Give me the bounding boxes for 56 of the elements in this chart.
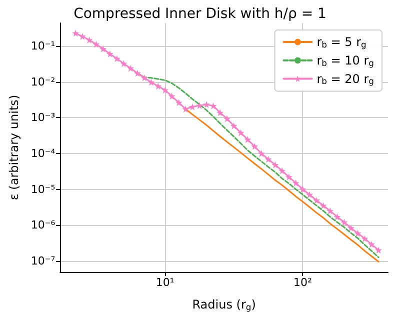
point (264, 156, 272, 163)
point (361, 235, 368, 242)
legend-label: rb = 20 rg (316, 72, 374, 86)
point (313, 196, 320, 204)
point (92, 40, 100, 48)
x-tick-label: 10¹ (156, 276, 174, 289)
point (216, 109, 224, 116)
point (375, 246, 382, 254)
point (86, 36, 93, 44)
point (334, 213, 341, 220)
point (292, 179, 300, 186)
point (162, 86, 169, 94)
point (326, 207, 334, 214)
point (251, 142, 258, 150)
point (237, 129, 244, 136)
point (72, 30, 80, 37)
point (113, 55, 120, 62)
y-tick-label: 10⁻⁴ (30, 146, 56, 160)
point (299, 186, 306, 193)
y-tick-label: 10⁻⁶ (30, 218, 56, 232)
point (354, 230, 362, 237)
legend-label: rb = 10 rg (316, 53, 374, 68)
point (148, 78, 155, 86)
point (285, 174, 292, 181)
point (258, 150, 265, 157)
point (78, 32, 86, 40)
point (140, 74, 148, 82)
x-axis-title: Radius (rg) (192, 297, 256, 312)
point (134, 70, 141, 77)
y-tick-label: 10⁻¹ (30, 40, 56, 53)
y-tick-label: 10⁻² (30, 75, 56, 88)
point (278, 167, 286, 174)
point (168, 92, 176, 100)
point (306, 191, 314, 198)
point (224, 115, 231, 122)
y-tick-label: 10⁻⁵ (30, 182, 56, 196)
point (320, 202, 327, 210)
y-tick-label: 10⁻³ (30, 111, 56, 124)
point (154, 82, 162, 90)
point (120, 60, 128, 68)
point (106, 50, 114, 58)
point (340, 218, 348, 226)
x-tick-label: 10² (294, 276, 312, 289)
point (272, 161, 279, 168)
point (347, 224, 354, 232)
point (175, 99, 182, 106)
point (244, 136, 252, 144)
point (368, 240, 376, 248)
legend-label: rb = 5 rg (316, 35, 366, 50)
y-axis-title: ε (arbitrary units) (7, 94, 21, 200)
y-tick-label: 10⁻⁷ (30, 254, 56, 268)
point (127, 64, 134, 72)
point (202, 100, 210, 108)
chart-title: Compressed Inner Disk with h/ρ = 1 (74, 6, 326, 22)
point (230, 122, 238, 130)
point (100, 45, 107, 52)
